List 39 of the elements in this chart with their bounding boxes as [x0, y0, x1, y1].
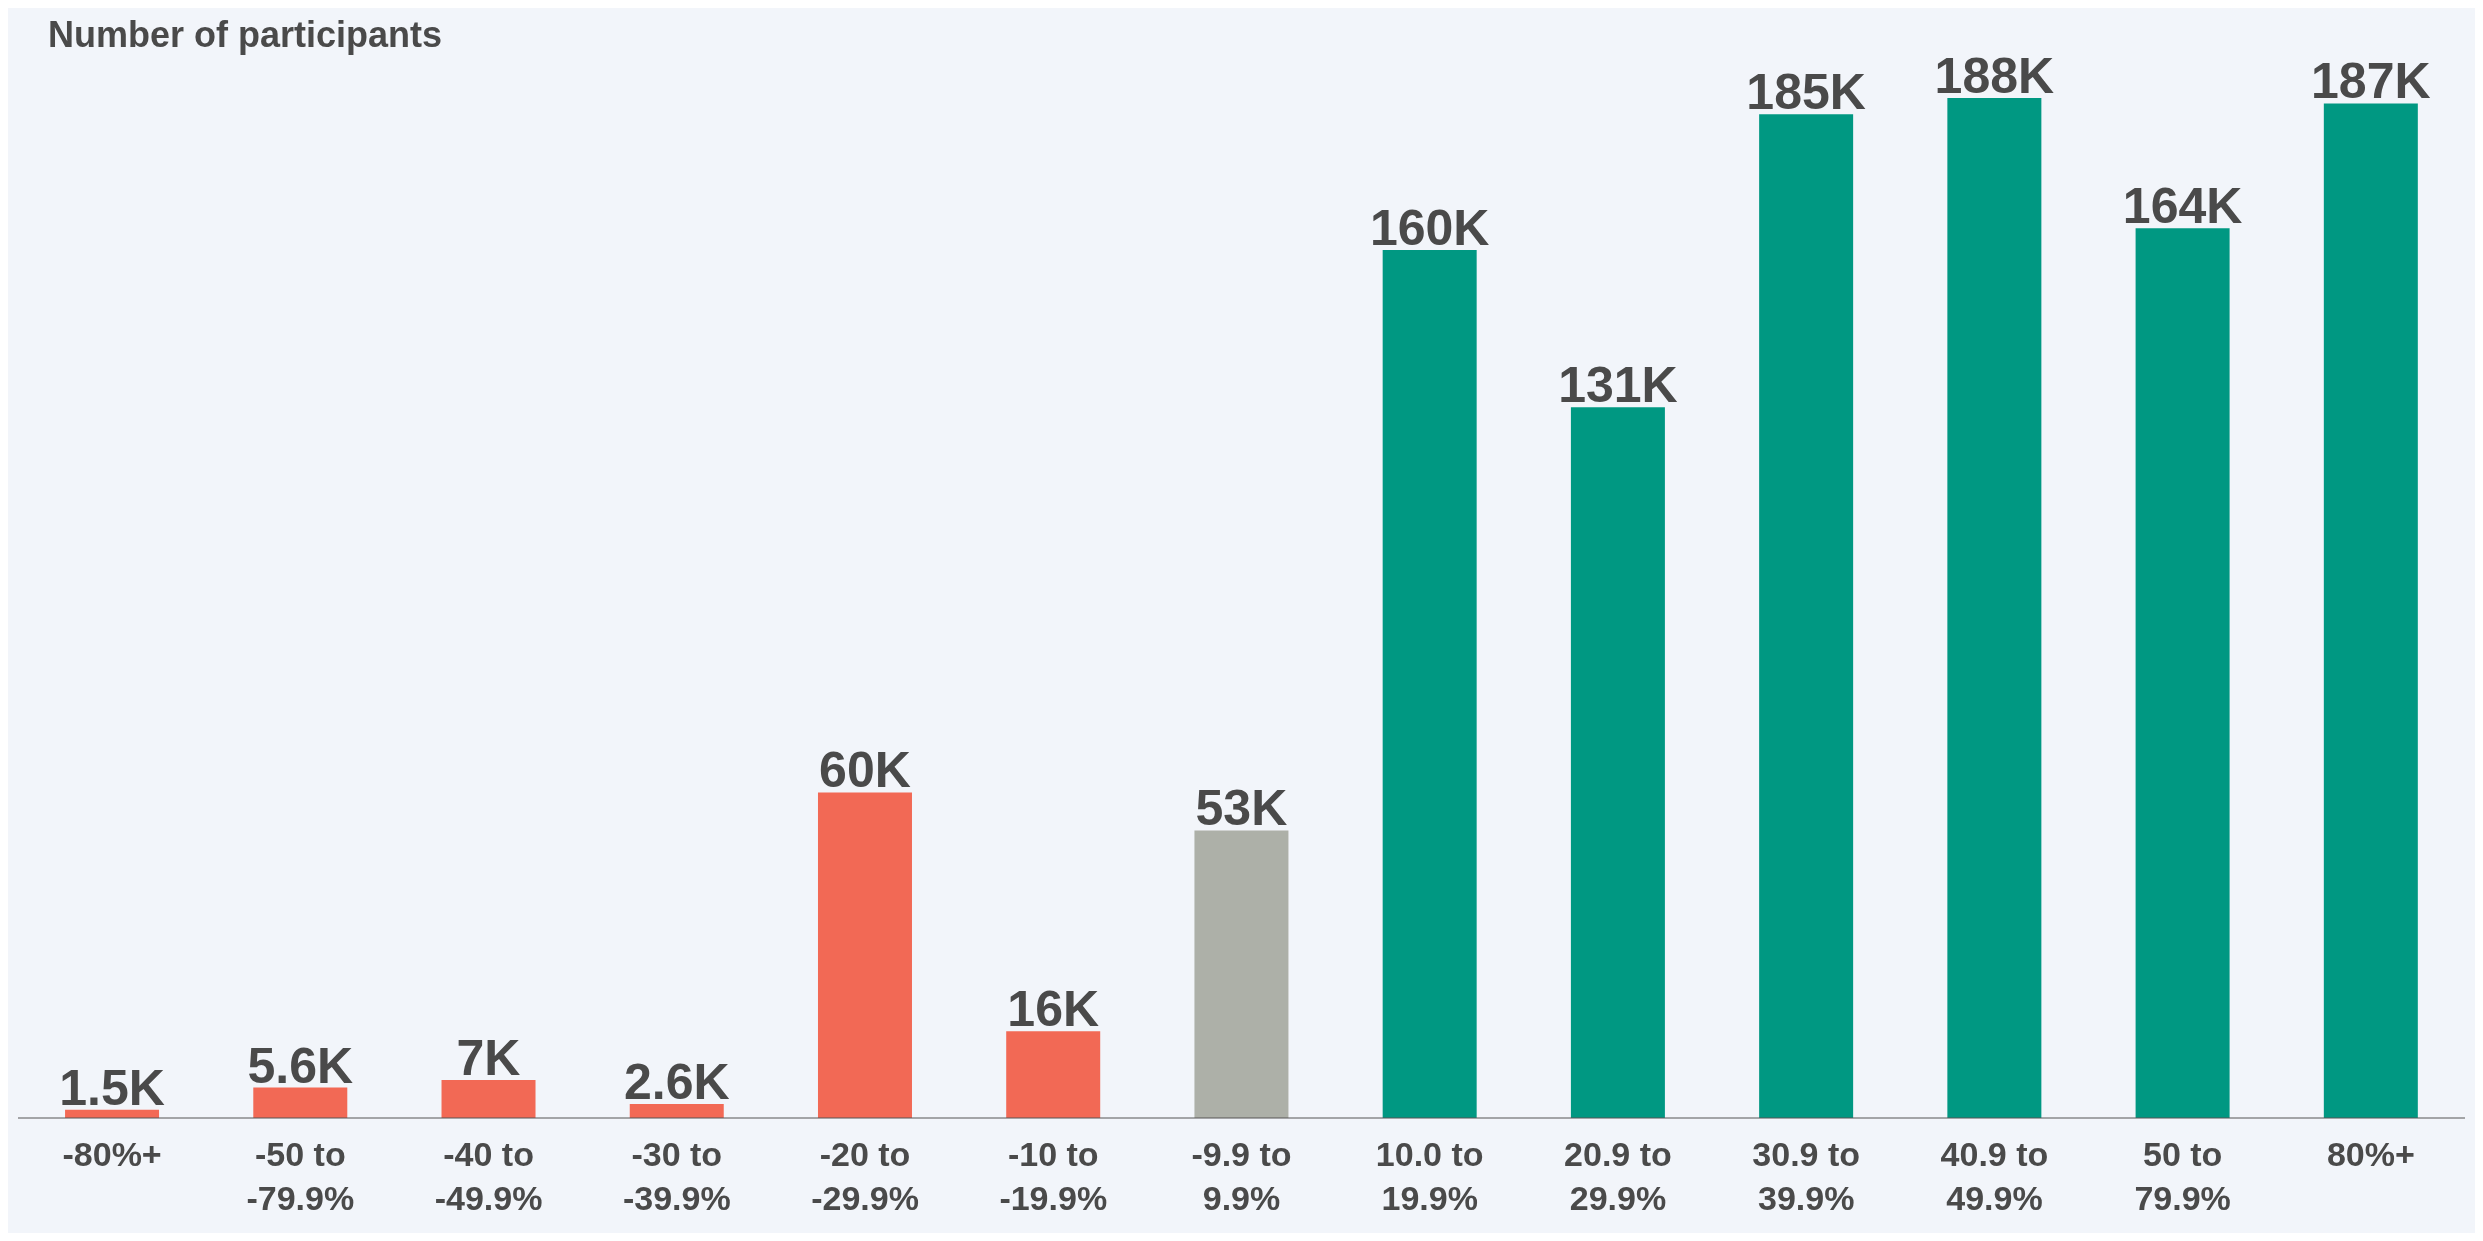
x-tick-label: -50 to -79.9%	[246, 1135, 355, 1217]
bar	[2323, 103, 2418, 1118]
x-tick-label: 30.9 to 39.9%	[1752, 1135, 1861, 1217]
data-label: 53K	[1195, 780, 1288, 837]
chart-title: Number of participants	[48, 14, 443, 56]
bar	[629, 1103, 724, 1118]
data-label: 188K	[1934, 48, 2055, 104]
x-tick-label: -40 to -49.9%	[434, 1135, 543, 1217]
x-tick-label: -20 to -29.9%	[811, 1135, 919, 1217]
bar	[1947, 98, 2042, 1118]
bar	[1006, 1031, 1101, 1118]
x-tick-label: 50 to 79.9%	[2134, 1135, 2231, 1217]
x-tick-label: -9.9 to 9.9%	[1191, 1135, 1292, 1217]
data-label: 1.5K	[59, 1059, 165, 1116]
x-tick-label: 40.9 to 49.9%	[1940, 1135, 2049, 1217]
x-tick-label: -30 to -39.9%	[622, 1135, 731, 1217]
data-label: 160K	[1369, 199, 1490, 256]
data-label: 7K	[456, 1030, 521, 1087]
bar	[441, 1080, 536, 1118]
x-tick-label: -80%+	[62, 1135, 162, 1173]
x-tick-label: 10.0 to 19.9%	[1375, 1135, 1484, 1217]
data-label: 164K	[2122, 178, 2243, 235]
bar	[1570, 407, 1665, 1118]
data-label: 2.6K	[623, 1053, 730, 1110]
data-label: 60K	[819, 742, 911, 799]
data-label: 5.6K	[247, 1037, 354, 1094]
data-label: 185K	[1746, 64, 1866, 121]
bar	[1194, 830, 1289, 1118]
x-tick-label: 20.9 to 29.9%	[1564, 1135, 1672, 1217]
x-tick-label: -10 to -19.9%	[999, 1135, 1108, 1217]
bar	[2135, 228, 2230, 1118]
bar	[1759, 114, 1854, 1118]
bar	[817, 792, 912, 1118]
data-label: 131K	[1558, 357, 1678, 414]
data-label: 187K	[2311, 53, 2431, 110]
data-label: 16K	[1007, 981, 1100, 1038]
bar	[1382, 249, 1477, 1118]
x-tick-label: 80%+	[2326, 1135, 2415, 1173]
bar	[253, 1087, 348, 1118]
